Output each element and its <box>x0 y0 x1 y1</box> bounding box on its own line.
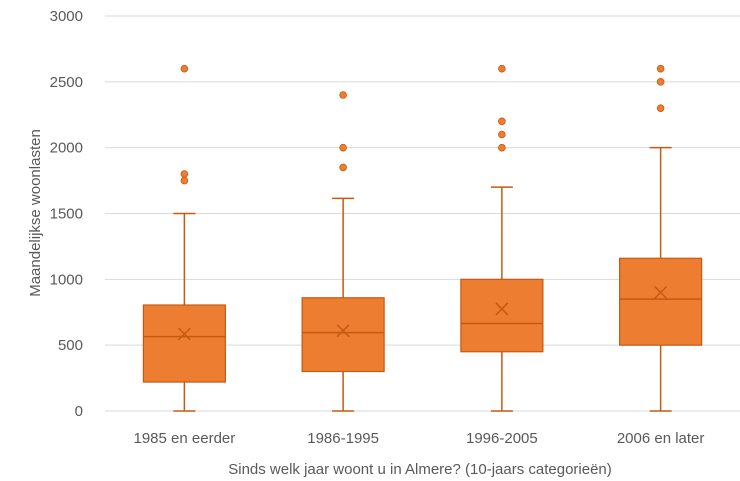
x-tick-label: 2006 en later <box>617 430 705 447</box>
box-2 <box>460 64 544 412</box>
y-tick-label: 1000 <box>50 271 83 288</box>
x-tick-label: 1985 en eerder <box>134 430 236 447</box>
y-tick-label: 1500 <box>50 206 83 223</box>
outlier-point <box>498 117 506 126</box>
x-axis-label: Sinds welk jaar woont u in Almere? (10-j… <box>228 461 612 478</box>
y-tick-label: 500 <box>58 337 83 354</box>
y-tick-label: 2000 <box>50 140 83 157</box>
outlier-point <box>656 64 665 73</box>
box-3 <box>619 64 703 412</box>
outlier-point <box>339 91 347 99</box>
iqr-box <box>142 304 226 383</box>
box-series <box>142 64 703 412</box>
outlier-point <box>339 143 347 152</box>
y-tick-label: 0 <box>75 403 83 420</box>
x-tick-label: 1996-2005 <box>466 430 538 447</box>
outlier-point <box>498 64 506 73</box>
y-tick-labels: 0 500 1000 1500 2000 2500 3000 <box>50 8 83 420</box>
mean-marker <box>177 327 191 341</box>
iqr-box <box>301 297 385 373</box>
outlier-point <box>656 104 665 112</box>
outlier-point <box>498 143 506 152</box>
x-tick-labels: 1985 en eerder 1986-1995 1996-2005 2006 en … <box>134 430 705 447</box>
mean-marker <box>336 324 350 338</box>
y-tick-label: 3000 <box>50 8 83 25</box>
box-1 <box>301 91 385 412</box>
outlier-point <box>656 78 665 86</box>
outlier-point <box>180 64 189 73</box>
outlier-point <box>339 163 347 172</box>
x-tick-label: 1986-1995 <box>307 430 379 447</box>
box-0 <box>142 64 226 412</box>
y-tick-label: 2500 <box>50 74 83 91</box>
mean-marker <box>654 285 668 300</box>
mean-marker <box>495 302 509 316</box>
iqr-box <box>619 257 703 346</box>
outlier-point <box>180 170 189 178</box>
outlier-point <box>180 176 189 185</box>
outlier-point <box>498 130 506 139</box>
y-axis-label: Maandelijkse woonlasten <box>27 129 44 297</box>
iqr-box <box>460 278 544 353</box>
